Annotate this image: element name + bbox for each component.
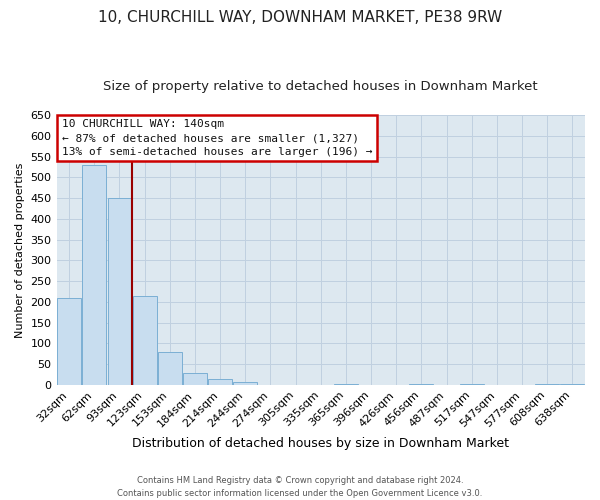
Bar xyxy=(208,378,232,385)
Bar xyxy=(334,384,358,385)
Text: 10 CHURCHILL WAY: 140sqm
← 87% of detached houses are smaller (1,327)
13% of sem: 10 CHURCHILL WAY: 140sqm ← 87% of detach… xyxy=(62,119,373,157)
Bar xyxy=(133,296,157,385)
Bar xyxy=(233,382,257,385)
X-axis label: Distribution of detached houses by size in Downham Market: Distribution of detached houses by size … xyxy=(132,437,509,450)
Bar xyxy=(158,352,182,385)
Title: Size of property relative to detached houses in Downham Market: Size of property relative to detached ho… xyxy=(103,80,538,93)
Text: 10, CHURCHILL WAY, DOWNHAM MARKET, PE38 9RW: 10, CHURCHILL WAY, DOWNHAM MARKET, PE38 … xyxy=(98,10,502,25)
Bar xyxy=(107,198,131,385)
Bar xyxy=(57,298,81,385)
Bar xyxy=(560,384,584,385)
Y-axis label: Number of detached properties: Number of detached properties xyxy=(15,162,25,338)
Bar xyxy=(183,373,207,385)
Bar xyxy=(82,165,106,385)
Bar xyxy=(409,384,433,385)
Bar xyxy=(535,384,559,385)
Text: Contains HM Land Registry data © Crown copyright and database right 2024.
Contai: Contains HM Land Registry data © Crown c… xyxy=(118,476,482,498)
